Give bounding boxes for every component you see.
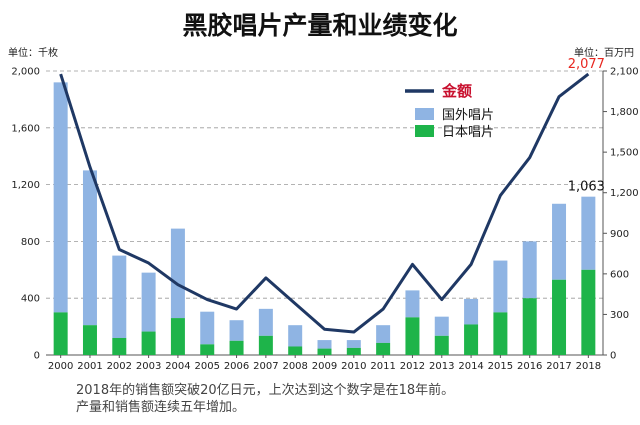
x-tick-label: 2014 bbox=[458, 361, 483, 372]
chart-title: 黑胶唱片产量和业绩变化 bbox=[182, 11, 457, 40]
annotation-bar-total: 1,063 bbox=[568, 180, 605, 195]
x-tick-label: 2015 bbox=[488, 361, 513, 372]
bar-foreign-2012 bbox=[405, 290, 420, 318]
bar-japan-2008 bbox=[288, 346, 303, 355]
x-tick-label: 2006 bbox=[224, 361, 249, 372]
legend-foreign-swatch bbox=[415, 108, 434, 120]
bar-japan-2001 bbox=[82, 325, 97, 355]
x-tick-label: 2001 bbox=[77, 361, 102, 372]
right-tick-label: 1,200 bbox=[610, 188, 639, 199]
bar-foreign-2018 bbox=[581, 196, 596, 270]
bar-japan-2004 bbox=[170, 318, 185, 355]
right-tick-label: 2,100 bbox=[610, 67, 639, 78]
bar-japan-2014 bbox=[464, 324, 479, 355]
left-tick-label: 1,200 bbox=[11, 180, 40, 191]
bar-foreign-2010 bbox=[346, 340, 361, 348]
bar-japan-2002 bbox=[112, 337, 127, 355]
left-axis: 0 400 800 1,200 1,600 2,000 bbox=[11, 67, 40, 362]
legend: 金额 国外唱片 日本唱片 bbox=[405, 82, 494, 140]
bar-foreign-2017 bbox=[552, 203, 567, 280]
bar-japan-2011 bbox=[376, 342, 391, 355]
left-axis-unit: 单位：千枚 bbox=[8, 46, 58, 59]
bar-foreign-2016 bbox=[522, 241, 537, 299]
bar-foreign-2006 bbox=[229, 320, 244, 341]
footnote-line-2: 产量和销售额连续五年增加。 bbox=[76, 399, 245, 415]
x-tick-label: 2009 bbox=[312, 361, 337, 372]
right-tick-label: 0 bbox=[610, 351, 616, 362]
bar-foreign-2004 bbox=[170, 228, 185, 319]
right-tick-label: 600 bbox=[610, 269, 629, 280]
x-axis: 2000 2001 2002 2003 2004 2005 2006 2007 2008 2009… bbox=[48, 355, 601, 372]
right-axis: 0 300 600 900 1,200 1,500 1,800 2,100 bbox=[603, 67, 639, 362]
legend-japan-label: 日本唱片 bbox=[442, 125, 494, 140]
bar-japan-2015 bbox=[493, 312, 508, 355]
x-tick-label: 2003 bbox=[136, 361, 161, 372]
footnote-line-1: 2018年的销售额突破20亿日元，上次达到这个数字是在18年前。 bbox=[76, 382, 454, 398]
bar-foreign-2005 bbox=[200, 311, 215, 345]
annotation-money-value: 2,077 bbox=[568, 57, 605, 72]
x-tick-label: 2004 bbox=[165, 361, 190, 372]
bar-foreign-2013 bbox=[434, 316, 449, 336]
bar-foreign-2011 bbox=[376, 325, 391, 343]
bar-japan-2009 bbox=[317, 348, 332, 355]
left-tick-label: 1,600 bbox=[11, 123, 40, 134]
x-tick-label: 2016 bbox=[517, 361, 542, 372]
right-tick-label: 1,500 bbox=[610, 148, 639, 159]
x-tick-label: 2018 bbox=[576, 361, 601, 372]
legend-money-label: 金额 bbox=[441, 82, 472, 100]
bar-japan-2016 bbox=[522, 298, 537, 355]
left-tick-label: 400 bbox=[21, 294, 40, 305]
right-tick-label: 300 bbox=[610, 310, 629, 321]
bar-foreign-2001 bbox=[82, 170, 97, 326]
left-tick-label: 800 bbox=[21, 237, 40, 248]
bar-japan-2005 bbox=[200, 344, 215, 355]
x-tick-label: 2013 bbox=[429, 361, 454, 372]
x-tick-label: 2002 bbox=[107, 361, 132, 372]
bar-japan-2010 bbox=[346, 347, 361, 355]
line-money bbox=[59, 72, 590, 334]
bar-japan-2000 bbox=[53, 312, 68, 355]
x-tick-label: 2010 bbox=[341, 361, 366, 372]
bar-foreign-2002 bbox=[112, 255, 127, 338]
x-tick-label: 2008 bbox=[282, 361, 307, 372]
bar-series bbox=[53, 82, 596, 355]
legend-foreign-label: 国外唱片 bbox=[442, 108, 494, 123]
bar-japan-2006 bbox=[229, 340, 244, 355]
bar-japan-2013 bbox=[434, 335, 449, 355]
left-tick-label: 2,000 bbox=[11, 67, 40, 78]
x-tick-label: 2017 bbox=[546, 361, 571, 372]
bar-japan-2007 bbox=[258, 335, 273, 355]
bar-foreign-2009 bbox=[317, 340, 332, 349]
left-tick-label: 0 bbox=[34, 351, 40, 362]
right-tick-label: 1,800 bbox=[610, 107, 639, 118]
bar-japan-2012 bbox=[405, 317, 420, 355]
x-tick-label: 2012 bbox=[400, 361, 425, 372]
bar-japan-2003 bbox=[141, 331, 156, 355]
line-series bbox=[59, 72, 590, 334]
x-tick-label: 2005 bbox=[195, 361, 220, 372]
annotations: 2,077 1,063 bbox=[568, 57, 605, 195]
x-tick-label: 2007 bbox=[253, 361, 278, 372]
bar-japan-2018 bbox=[581, 269, 596, 355]
bar-foreign-2003 bbox=[141, 272, 156, 332]
legend-japan-swatch bbox=[415, 125, 434, 137]
bar-foreign-2014 bbox=[464, 298, 479, 325]
right-tick-label: 900 bbox=[610, 229, 629, 240]
gridlines bbox=[46, 70, 604, 356]
right-axis-unit: 单位：百万円 bbox=[574, 46, 634, 59]
bar-foreign-2015 bbox=[493, 260, 508, 313]
bar-foreign-2008 bbox=[288, 325, 303, 347]
bar-foreign-2000 bbox=[53, 82, 68, 313]
bar-japan-2017 bbox=[552, 279, 567, 355]
x-tick-label: 2000 bbox=[48, 361, 73, 372]
x-tick-label: 2011 bbox=[370, 361, 395, 372]
bar-foreign-2007 bbox=[258, 308, 273, 336]
